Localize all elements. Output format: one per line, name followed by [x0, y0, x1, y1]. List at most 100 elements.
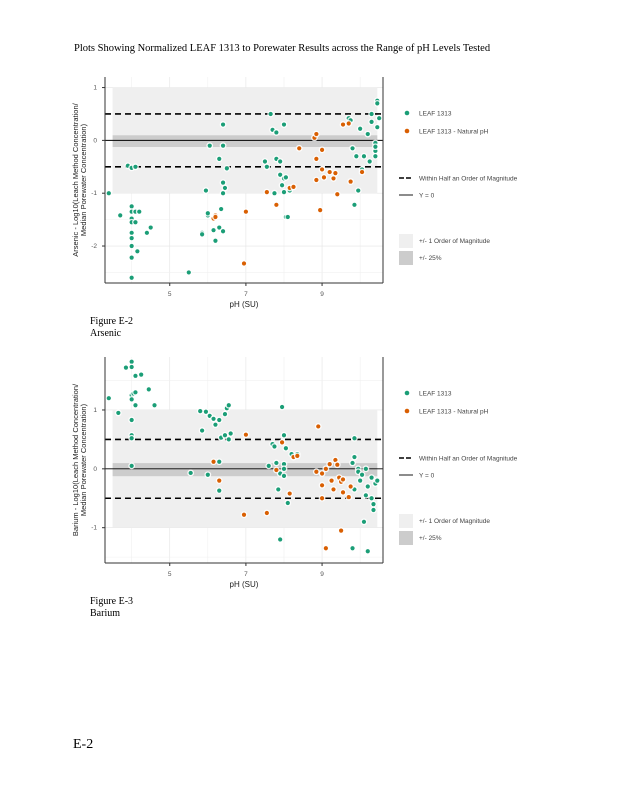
data-point-leaf [367, 159, 372, 164]
legend-leaf-marker [404, 390, 410, 396]
legend-label: Within Half an Order of Magnitude [419, 456, 518, 463]
data-point-leaf [283, 446, 288, 451]
data-point-leaf [352, 436, 357, 441]
data-point-natural-ph [319, 483, 325, 488]
arsenic-chart: 5 7 9 1 0 -1 -2 pH (SU) Arsenic - Log10(Leach Me… [71, 77, 518, 309]
data-point-natural-ph [348, 484, 353, 489]
data-point-leaf [373, 144, 378, 149]
data-point-natural-ph [335, 462, 340, 467]
data-point-leaf [375, 101, 380, 106]
data-point-natural-ph [319, 496, 325, 501]
data-point-leaf [264, 164, 269, 169]
data-point-leaf [281, 462, 287, 467]
data-point-natural-ph [217, 478, 222, 483]
band-25-percent [112, 463, 378, 477]
data-point-natural-ph [241, 512, 247, 517]
legend-label: LEAF 1313 [419, 111, 452, 118]
data-point-leaf [211, 228, 216, 233]
data-point-leaf [361, 519, 367, 524]
legend-25-percent-swatch [399, 531, 413, 545]
data-point-leaf [220, 229, 226, 234]
data-point-leaf [217, 225, 222, 230]
data-point-natural-ph [346, 121, 351, 126]
data-point-leaf [262, 159, 268, 164]
y-tick-label: -1 [91, 525, 97, 532]
data-point-leaf [106, 396, 111, 401]
data-point-leaf [133, 164, 138, 169]
data-point-leaf [198, 409, 203, 414]
data-point-leaf [226, 403, 231, 408]
x-tick-label: 5 [168, 291, 172, 298]
x-tick-label: 7 [244, 571, 248, 578]
data-point-leaf [222, 433, 228, 438]
data-point-leaf [359, 472, 365, 477]
data-point-leaf [135, 249, 140, 254]
data-point-natural-ph [291, 184, 296, 189]
data-point-leaf [361, 154, 367, 159]
data-point-leaf [356, 188, 361, 193]
data-point-leaf [129, 436, 134, 441]
data-point-leaf [133, 220, 138, 225]
legend-label: Y = 0 [419, 193, 435, 200]
data-point-natural-ph [331, 176, 336, 181]
data-point-leaf [137, 209, 142, 214]
data-point-leaf [371, 502, 376, 507]
data-point-natural-ph [321, 175, 327, 180]
figure-caption-barium: Figure E-3 Barium [90, 596, 133, 620]
y-tick-label: 0 [93, 137, 97, 144]
data-point-natural-ph [359, 169, 365, 175]
data-point-natural-ph [335, 192, 340, 197]
data-point-natural-ph [327, 462, 332, 467]
legend-label: LEAF 1313 [419, 391, 452, 398]
data-point-leaf [213, 238, 218, 243]
data-point-natural-ph [329, 478, 334, 483]
data-point-natural-ph [316, 424, 321, 429]
data-point-natural-ph [297, 146, 302, 151]
data-point-natural-ph [339, 528, 344, 533]
data-point-leaf [203, 409, 209, 414]
figure-caption-arsenic: Figure E-2 Arsenic [90, 316, 133, 340]
figure-name: Arsenic [90, 328, 122, 339]
data-point-leaf [152, 403, 157, 408]
page-footer: E-2 [73, 737, 94, 752]
data-point-leaf [129, 230, 134, 235]
data-point-natural-ph [346, 494, 351, 500]
data-point-leaf [365, 131, 370, 137]
legend-label: +/- 1 Order of Magnitude [419, 238, 490, 245]
data-point-leaf [116, 410, 121, 416]
data-point-leaf [363, 466, 368, 471]
data-point-leaf [365, 484, 370, 489]
legend-label: +/- 1 Order of Magnitude [419, 518, 490, 525]
data-point-leaf [217, 459, 222, 464]
data-point-leaf [350, 460, 355, 466]
data-point-leaf [281, 466, 287, 471]
data-point-leaf [144, 230, 149, 235]
data-point-leaf [222, 411, 228, 417]
data-point-natural-ph [331, 487, 336, 492]
data-point-leaf [205, 472, 210, 477]
legend: LEAF 1313 LEAF 1313 - Natural pH Within Ha… [399, 111, 518, 265]
data-point-leaf [228, 431, 233, 436]
data-point-natural-ph [264, 190, 269, 195]
legend-label: +/- 25% [419, 255, 442, 262]
data-point-leaf [139, 372, 144, 377]
legend-natural-ph-marker [404, 128, 410, 134]
data-point-leaf [129, 275, 134, 280]
data-point-natural-ph [243, 209, 249, 214]
legend-label: LEAF 1313 - Natural pH [419, 409, 489, 416]
data-point-leaf [220, 191, 226, 196]
y-axis-label: Barium - Log10(Leach Method Concentratio… [71, 383, 88, 536]
data-point-natural-ph [241, 261, 247, 266]
data-point-natural-ph [264, 510, 269, 516]
data-point-leaf [213, 422, 218, 427]
data-point-natural-ph [314, 469, 319, 474]
data-point-natural-ph [213, 214, 218, 220]
legend: LEAF 1313 LEAF 1313 - Natural pH Within Ha… [399, 390, 518, 545]
data-point-leaf [188, 470, 193, 476]
legend-one-order-swatch [399, 234, 413, 248]
data-point-leaf [148, 225, 153, 230]
figure-number: Figure E-2 [90, 316, 134, 327]
data-point-leaf [272, 191, 277, 196]
data-point-natural-ph [340, 490, 346, 495]
data-point-leaf [129, 417, 134, 423]
